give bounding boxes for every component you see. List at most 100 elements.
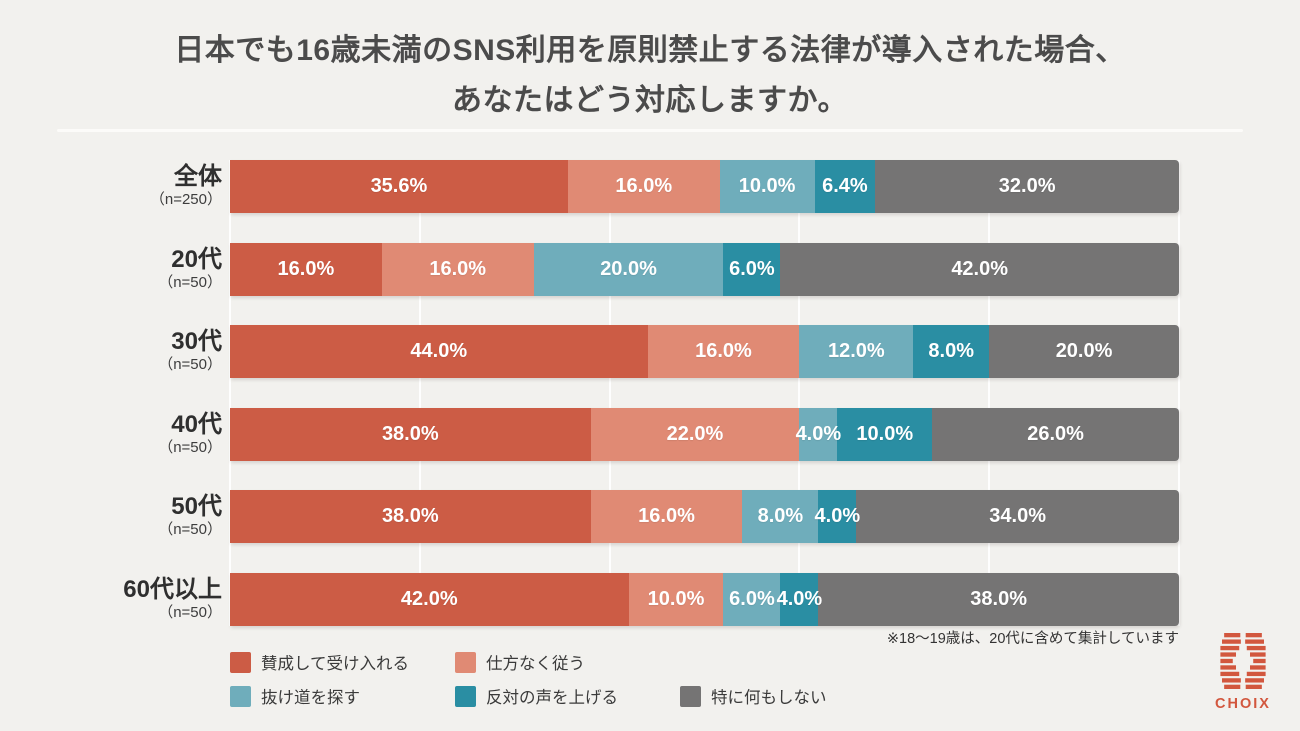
category-sample-size: （n=250） [149, 191, 222, 208]
bar-segment: 8.0% [913, 325, 990, 378]
bar-value-label: 26.0% [1027, 422, 1084, 445]
bar-value-label: 32.0% [998, 175, 1056, 197]
bar-value-label: 16.0% [615, 175, 673, 197]
bar-value-label: 42.0% [400, 587, 458, 610]
chart-title: 日本でも16歳未満のSNS利用を原則禁止する法律が導入された場合、 あなたはどう… [0, 26, 1300, 126]
category-sample-size: （n=50） [158, 521, 222, 538]
bar-track: 38.0% 22.0% 4.0% 10.0% 26.0% [230, 407, 1179, 461]
legend: 賛成して受け入れる 仕方なく従う抜け道を探す 反対の声を上げる 特に何もしない [230, 651, 1130, 711]
bar-segment: 16.0% [567, 160, 720, 213]
category-label: 全体 （n=250） [0, 160, 222, 213]
bar-value-label: 34.0% [989, 505, 1046, 527]
legend-swatch [455, 685, 476, 707]
category-name: 60代以上 [123, 575, 222, 603]
legend-swatch [680, 685, 701, 707]
footnote: ※18〜19歳は、20代に含めて集計しています [886, 631, 1179, 647]
bar-value-label: 10.0% [738, 175, 796, 197]
legend-label: 反対の声を上げる [486, 689, 618, 707]
gridline-40 [608, 160, 611, 626]
legend-label: 特に何もしない [711, 689, 827, 707]
bar-value-label: 35.6% [370, 175, 428, 197]
bar-segment: 12.0% [799, 325, 914, 378]
bar-value-label: 16.0% [429, 257, 487, 280]
bar-row-3: 30代 （n=50） 44.0% 16.0% 12.0% 8.0% 20.0% [0, 325, 1179, 378]
bar-segment: 4.0% [796, 407, 841, 461]
bar-value-label: 4.0% [776, 587, 823, 610]
bar-value-label: 4.0% [814, 505, 861, 527]
gridline-80 [988, 160, 991, 626]
legend-label: 仕方なく従う [486, 655, 585, 673]
legend-label: 抜け道を探す [261, 689, 360, 707]
bar-row-6: 60代以上 （n=50） 42.0% 10.0% 6.0% 4.0% 38.0% [0, 572, 1179, 626]
bar-value-label: 6.4% [822, 175, 868, 197]
category-name: 30代 [171, 328, 222, 355]
bar-row-1: 全体 （n=250） 35.6% 16.0% 10.0% 6.4% 32.0% [0, 160, 1179, 213]
bar-segment: 38.0% [818, 572, 1179, 626]
bar-row-2: 20代 （n=50） 16.0% 16.0% 20.0% 6.0% 42.0% [0, 242, 1179, 296]
legend-item: 反対の声を上げる [455, 685, 618, 707]
bar-value-label: 16.0% [638, 505, 695, 527]
legend-item: 賛成して受け入れる [230, 651, 409, 673]
gridline-0 [229, 160, 231, 626]
bar-value-label: 6.0% [729, 587, 775, 610]
legend-item: 仕方なく従う [455, 651, 585, 673]
category-name: 40代 [171, 410, 222, 438]
bar-segment: 6.0% [723, 572, 781, 626]
bar-segment: 38.0% [230, 490, 591, 543]
bar-segment: 16.0% [590, 490, 743, 543]
bar-value-label: 16.0% [277, 257, 335, 280]
chart-title-line2: あなたはどう対応しますか。 [452, 84, 848, 117]
bar-value-label: 8.0% [757, 505, 804, 527]
bar-value-label: 20.0% [1055, 340, 1113, 362]
category-sample-size: （n=50） [158, 438, 222, 456]
bar-value-label: 38.0% [970, 587, 1028, 610]
bar-track: 35.6% 16.0% 10.0% 6.4% 32.0% [230, 160, 1179, 213]
brand-logo: CHOIX [1213, 633, 1273, 712]
gridline-60 [798, 160, 801, 626]
bar-segment: 16.0% [230, 242, 382, 296]
bar-segment: 20.0% [533, 242, 724, 296]
bar-segment: 10.0% [719, 160, 815, 213]
bar-segment: 4.0% [815, 490, 860, 543]
brand-logo-text: CHOIX [1215, 696, 1271, 712]
gridline-100 [1178, 160, 1180, 626]
legend-item: 特に何もしない [680, 685, 827, 707]
stacked-bar-chart: 全体 （n=250） 35.6% 16.0% 10.0% 6.4% 32.0% 20代 （n=5… [0, 160, 1180, 626]
bar-segment: 8.0% [742, 490, 819, 543]
bar-value-label: 44.0% [410, 340, 468, 362]
bar-segment: 34.0% [856, 490, 1179, 543]
bar-row-4: 40代 （n=50） 38.0% 22.0% 4.0% 10.0% 26.0% [0, 407, 1179, 461]
bar-value-label: 10.0% [647, 587, 705, 610]
bar-track: 44.0% 16.0% 12.0% 8.0% 20.0% [230, 325, 1179, 378]
gridline-layer [229, 160, 1180, 626]
category-label: 60代以上 （n=50） [0, 573, 222, 626]
category-sample-size: （n=50） [158, 603, 222, 621]
bar-value-label: 12.0% [827, 340, 885, 362]
legend-swatch [230, 685, 251, 707]
category-sample-size: （n=50） [158, 356, 222, 373]
bar-value-label: 20.0% [600, 257, 657, 280]
chart-title-line1: 日本でも16歳未満のSNS利用を原則禁止する法律が導入された場合、 [174, 34, 1126, 67]
bar-segment: 6.0% [723, 242, 781, 296]
category-name: 50代 [171, 493, 222, 520]
bar-segment: 42.0% [230, 572, 629, 626]
category-label: 50代 （n=50） [0, 490, 222, 543]
bar-segment: 4.0% [777, 572, 822, 626]
bar-segment: 16.0% [381, 242, 534, 296]
bar-segment: 44.0% [230, 325, 648, 378]
category-name: 全体 [174, 163, 222, 190]
bar-value-label: 10.0% [856, 422, 914, 445]
bar-track: 42.0% 10.0% 6.0% 4.0% 38.0% [230, 572, 1179, 626]
bar-value-label: 8.0% [928, 340, 974, 362]
bar-segment: 32.0% [875, 160, 1179, 213]
bar-segment: 16.0% [647, 325, 800, 378]
category-sample-size: （n=50） [158, 273, 222, 291]
category-name: 20代 [171, 245, 222, 273]
bar-segment: 20.0% [989, 325, 1179, 378]
category-label: 30代 （n=50） [0, 325, 222, 378]
bar-row-5: 50代 （n=50） 38.0% 16.0% 8.0% 4.0% 34.0% [0, 490, 1179, 543]
bar-value-label: 16.0% [695, 340, 752, 362]
bar-segment: 35.6% [230, 160, 568, 213]
bar-value-label: 22.0% [666, 422, 724, 445]
